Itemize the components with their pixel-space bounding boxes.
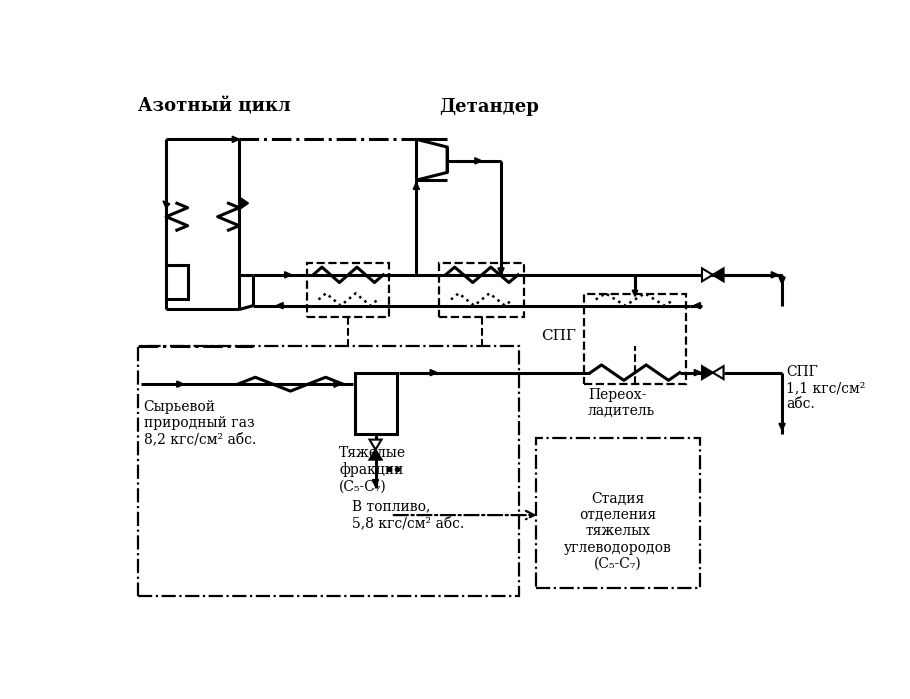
Bar (167, 265, 187, 299)
Text: В топливо,
5,8 кгс/см² абс.: В топливо, 5,8 кгс/см² абс. (352, 500, 465, 530)
Polygon shape (369, 440, 381, 449)
Polygon shape (498, 268, 504, 275)
Polygon shape (285, 272, 291, 278)
Polygon shape (702, 366, 713, 379)
Polygon shape (232, 136, 239, 143)
Text: Сырьевой
природный газ
8,2 кгс/см² абс.: Сырьевой природный газ 8,2 кгс/см² абс. (144, 400, 256, 446)
Bar (137, 346, 519, 596)
Bar (584, 294, 686, 384)
Text: Азотный цикл: Азотный цикл (137, 98, 290, 116)
Bar (307, 264, 389, 317)
Polygon shape (475, 158, 481, 164)
Text: СПГ: СПГ (541, 329, 576, 343)
Polygon shape (177, 381, 184, 387)
Polygon shape (241, 198, 248, 208)
Text: Детандер: Детандер (440, 98, 540, 116)
Text: Тяжелые
фракции
(C₅-C₇): Тяжелые фракции (C₅-C₇) (339, 446, 407, 493)
Polygon shape (694, 370, 702, 376)
Bar (440, 264, 524, 317)
Polygon shape (632, 290, 638, 296)
Polygon shape (334, 381, 341, 387)
Polygon shape (430, 370, 437, 376)
Polygon shape (702, 268, 713, 281)
Polygon shape (369, 449, 381, 460)
Polygon shape (772, 272, 778, 278)
Bar (536, 438, 700, 589)
Polygon shape (163, 201, 170, 208)
Polygon shape (779, 277, 785, 284)
Polygon shape (413, 182, 420, 189)
Polygon shape (713, 268, 723, 281)
Polygon shape (779, 424, 785, 431)
Text: СПГ
1,1 кгс/см²
абс.: СПГ 1,1 кгс/см² абс. (786, 365, 865, 411)
Text: Переох-
ладитель: Переох- ладитель (588, 388, 655, 418)
Polygon shape (277, 303, 283, 309)
Bar (355, 373, 397, 434)
Polygon shape (713, 366, 723, 379)
Text: Стадия
отделения
тяжелых
углеводородов
(C₅-C₇): Стадия отделения тяжелых углеводородов (… (563, 492, 672, 571)
Polygon shape (693, 303, 701, 309)
Polygon shape (372, 480, 379, 487)
